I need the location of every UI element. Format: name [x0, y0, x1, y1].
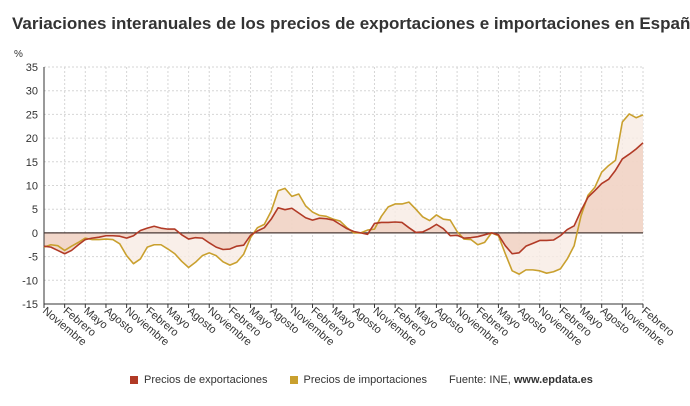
series-line-importaciones [43, 113, 644, 275]
legend-item-importaciones: Precios de importaciones [289, 374, 428, 386]
y-tick-label: 35 [26, 62, 38, 74]
series-line-exportaciones [43, 142, 644, 255]
legend-swatch-importaciones [289, 376, 298, 384]
legend-label-importaciones: Precios de importaciones [303, 374, 428, 386]
y-tick-label: -10 [22, 275, 38, 287]
legend-label-exportaciones: Precios de exportaciones [144, 374, 268, 386]
y-tick-label: -15 [22, 299, 38, 311]
source-prefix: Fuente: INE, [449, 374, 514, 386]
y-tick-label: 0 [32, 228, 38, 240]
y-tick-label: 20 [26, 133, 38, 145]
source-site: www.epdata.es [513, 374, 593, 386]
y-tick-label: 15 [26, 157, 38, 169]
source-note: Fuente: INE, www.epdata.es [449, 374, 593, 386]
y-tick-label: 10 [26, 181, 38, 193]
y-tick-label: -5 [28, 252, 38, 264]
area-exportaciones [44, 142, 643, 254]
y-tick-label: 30 [26, 86, 38, 98]
legend-swatch-exportaciones [130, 376, 138, 384]
legend: Precios de exportaciones Precios de impo… [130, 374, 593, 386]
chart-title: Variaciones interanuales de los precios … [12, 14, 690, 33]
y-axis-label: % [14, 49, 23, 60]
legend-item-exportaciones: Precios de exportaciones [130, 374, 268, 386]
y-tick-label: 5 [32, 204, 38, 216]
y-tick-label: 25 [26, 109, 38, 121]
